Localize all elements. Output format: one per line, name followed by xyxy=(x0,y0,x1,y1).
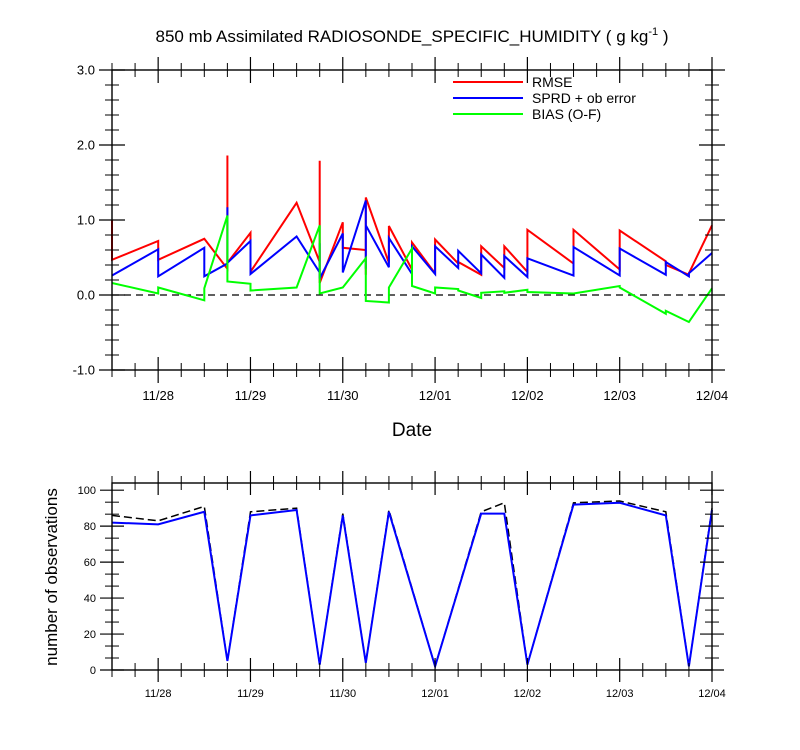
y-tick-label: 80 xyxy=(84,521,96,533)
y-axis-label: number of observations xyxy=(42,488,61,666)
x-tick-label: 12/01 xyxy=(419,388,452,403)
x-tick-label: 12/04 xyxy=(696,388,729,403)
legend-label-bias-o-f: BIAS (O-F) xyxy=(532,106,601,122)
chart-title-suffix: ) xyxy=(658,27,668,46)
x-tick-label: 12/03 xyxy=(603,388,636,403)
x-tick-label: 11/28 xyxy=(142,388,174,403)
y-tick-label: 20 xyxy=(84,629,96,641)
x-tick-label: 11/29 xyxy=(235,388,267,403)
plot-frame xyxy=(111,69,713,371)
x-tick-label: 11/29 xyxy=(237,688,264,700)
bottom-axes-layer: 0 20 40 60 80 100 11/28 11/29 11/30 12/01 12/02 12/… xyxy=(78,471,726,700)
x-tick-label: 11/30 xyxy=(327,388,359,403)
chart-title-main: 850 mb Assimilated RADIOSONDE_SPECIFIC_H… xyxy=(156,27,649,46)
x-tick-label: 12/01 xyxy=(421,688,449,700)
y-tick-label: 3.0 xyxy=(77,63,95,78)
y-tick-label: 60 xyxy=(84,557,96,569)
y-tick-label: -1.0 xyxy=(73,363,95,378)
series-line-possible-observations xyxy=(111,500,713,670)
bottom-chart: 0 20 40 60 80 100 11/28 11/29 11/30 12/01 12/02 12/… xyxy=(42,471,726,700)
y-tick-label: 100 xyxy=(78,485,96,497)
x-tick-label: 11/28 xyxy=(145,688,172,700)
chart-title: 850 mb Assimilated RADIOSONDE_SPECIFIC_H… xyxy=(156,26,669,46)
x-tick-label: 11/30 xyxy=(329,688,356,700)
y-tick-label: 40 xyxy=(84,593,96,605)
y-tick-label: 0.0 xyxy=(77,288,95,303)
series-line-bias-o-f xyxy=(111,215,713,324)
plot-frame xyxy=(111,482,713,671)
x-tick-label: 12/03 xyxy=(606,688,634,700)
x-tick-label: 12/04 xyxy=(698,688,726,700)
top-axes-layer: -1.0 0.0 1.0 2.0 3.0 11/28 11/29 11/30 12/01 12/0… xyxy=(73,57,729,403)
bottom-series-layer xyxy=(111,500,713,670)
top-chart: 850 mb Assimilated RADIOSONDE_SPECIFIC_H… xyxy=(73,26,729,441)
x-tick-label: 12/02 xyxy=(514,688,542,700)
series-line-assimilated-observations xyxy=(111,501,713,670)
y-tick-label: 2.0 xyxy=(77,138,95,153)
y-tick-label: 1.0 xyxy=(77,213,95,228)
x-tick-label: 12/02 xyxy=(511,388,544,403)
legend-label-rmse: RMSE xyxy=(532,74,572,90)
y-tick-label: 0 xyxy=(90,665,96,677)
top-series-layer xyxy=(111,155,713,324)
chart-title-exponent: -1 xyxy=(648,26,658,38)
legend-label-sprd-ob-error: SPRD + ob error xyxy=(532,90,636,106)
x-axis-label: Date xyxy=(392,420,432,441)
